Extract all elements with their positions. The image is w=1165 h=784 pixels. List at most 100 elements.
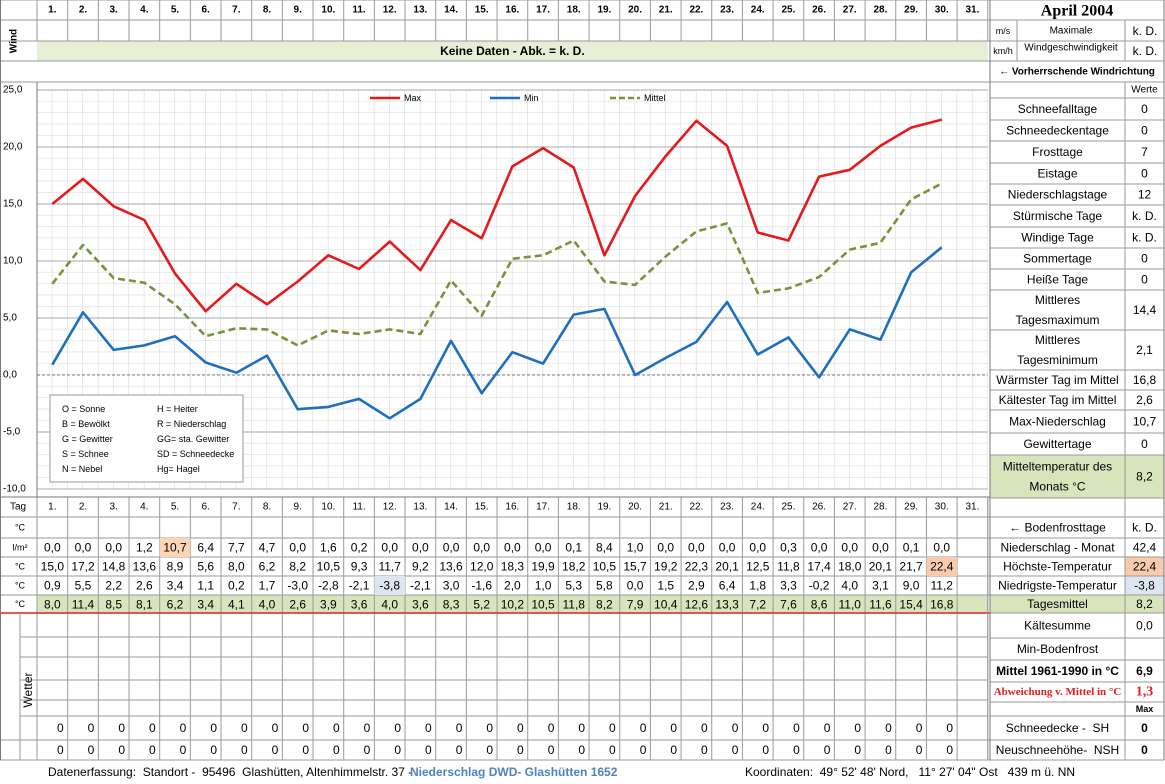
temp-value: 1,0 <box>535 579 552 593</box>
side-label: Höchste-Temperatur <box>1003 560 1112 574</box>
snow-value: 0 <box>916 721 923 735</box>
temp-value: 3,1 <box>872 579 889 593</box>
day-label: 3. <box>110 5 119 16</box>
temp-value: 7,9 <box>627 598 644 612</box>
temp-value: 20,1 <box>715 560 739 574</box>
summary-value: k. D. <box>1132 231 1157 245</box>
day-label: 9. <box>294 502 302 513</box>
temp-value: 17,2 <box>71 560 95 574</box>
footer-source: Niederschlag DWD- Glashütten 1652 <box>410 765 618 779</box>
snow-value: 0 <box>824 721 831 735</box>
day-label: 20. <box>628 5 642 16</box>
temp-value: 15,4 <box>899 598 923 612</box>
snow-value: 0 <box>640 721 647 735</box>
snow-value: 0 <box>670 743 677 757</box>
cell-fill <box>1125 576 1164 595</box>
summary-label: Kältester Tag im Mittel <box>999 393 1117 407</box>
temp-value: 12,6 <box>685 598 709 612</box>
snow-value: 0 <box>57 721 64 735</box>
temp-value: 3,4 <box>167 579 184 593</box>
temp-value: 10,5 <box>593 560 617 574</box>
precip-value: 0,0 <box>443 541 460 555</box>
snow-value: 0 <box>394 721 401 735</box>
temp-value: 0,2 <box>228 579 245 593</box>
day-label: 6. <box>202 5 211 16</box>
day-label: 13. <box>413 502 427 513</box>
precip-value: 0,0 <box>105 541 122 555</box>
temp-value: 9,2 <box>412 560 429 574</box>
temp-value: 6,2 <box>259 560 276 574</box>
day-label: 2. <box>79 502 87 513</box>
temp-value: 11,7 <box>378 560 401 574</box>
snow-value: 0 <box>364 743 371 757</box>
day-label: 31. <box>965 502 979 513</box>
day-label: 24. <box>751 502 765 513</box>
temp-value: 9,0 <box>903 579 920 593</box>
weather-code: Hg= Hagel <box>157 464 200 474</box>
precip-value: 0,0 <box>473 541 490 555</box>
temp-value: 10,4 <box>654 598 678 612</box>
day-label: 22. <box>689 5 703 16</box>
snow-value: 0 <box>302 743 309 757</box>
max-label: Max <box>1136 704 1154 714</box>
snow-value: 0 <box>885 721 892 735</box>
temp-value: 4,1 <box>228 598 245 612</box>
temp-value: 5,5 <box>75 579 92 593</box>
snow-value: 0 <box>149 721 156 735</box>
summary-value: 0 <box>1141 273 1148 287</box>
temp-value: -0,2 <box>809 579 830 593</box>
snow-value: 0 <box>793 721 800 735</box>
legend-label: Mittel <box>644 93 666 103</box>
precip-value: 0,0 <box>719 541 736 555</box>
day-label: 14. <box>444 5 458 16</box>
precip-value: 0,0 <box>44 541 61 555</box>
snow-label: Neuschneehöhe- NSH <box>996 743 1119 757</box>
weather-code: B = Bewölkt <box>62 419 110 429</box>
temp-value: 20,1 <box>869 560 893 574</box>
temp-value: 3,4 <box>197 598 214 612</box>
temp-value: 11,8 <box>562 598 585 612</box>
day-label: 30. <box>935 502 949 513</box>
footer-text: Datenerfassung: Standort - 95496 Glashüt… <box>48 765 412 779</box>
day-label: 5. <box>171 502 179 513</box>
summary-value: 16,8 <box>1133 373 1157 387</box>
precip-value: 0,0 <box>749 541 766 555</box>
day-label: 21. <box>659 5 673 16</box>
day-label: 8. <box>263 5 272 16</box>
temp-value: 2,9 <box>688 579 705 593</box>
temp-value: 10,5 <box>317 560 341 574</box>
temp-value: 18,0 <box>838 560 862 574</box>
cell-fill <box>1125 557 1164 576</box>
cell-fill <box>926 557 958 576</box>
temp-value: 4,0 <box>841 579 858 593</box>
day-label: 26. <box>812 502 826 513</box>
snow-value: 0 <box>517 743 524 757</box>
side-label: Tagesmittel <box>1027 597 1088 611</box>
summary-value: k. D. <box>1132 209 1157 223</box>
snow-value: 0 <box>793 743 800 757</box>
snow-value: 0 <box>946 743 953 757</box>
weather-code: S = Schnee <box>62 449 109 459</box>
snow-value: 0 <box>885 743 892 757</box>
legend-label: Max <box>404 93 422 103</box>
day-label: 18. <box>567 5 581 16</box>
day-label: 15. <box>475 502 489 513</box>
temp-value: 3,0 <box>443 579 460 593</box>
temp-value: -2,1 <box>410 579 431 593</box>
temp-value: 7,2 <box>749 598 766 612</box>
temp-value: 3,6 <box>412 598 429 612</box>
snow-value: 0 <box>854 721 861 735</box>
y-tick-label: 5,0 <box>3 313 17 324</box>
precip-value: 0,3 <box>780 541 797 555</box>
weather-code: R = Niederschlag <box>157 419 226 429</box>
day-label: 30. <box>935 5 949 16</box>
temp-value: 4,0 <box>259 598 276 612</box>
day-label: 16. <box>505 502 519 513</box>
snow-value: 0 <box>609 721 616 735</box>
temp-value: 6,4 <box>719 579 736 593</box>
sheet-title: April 2004 <box>1041 3 1113 20</box>
temp-value: 12,0 <box>470 560 494 574</box>
snow-value: 0 <box>241 743 248 757</box>
temp-value: 6,2 <box>167 598 184 612</box>
snow-value: 0 <box>180 721 187 735</box>
